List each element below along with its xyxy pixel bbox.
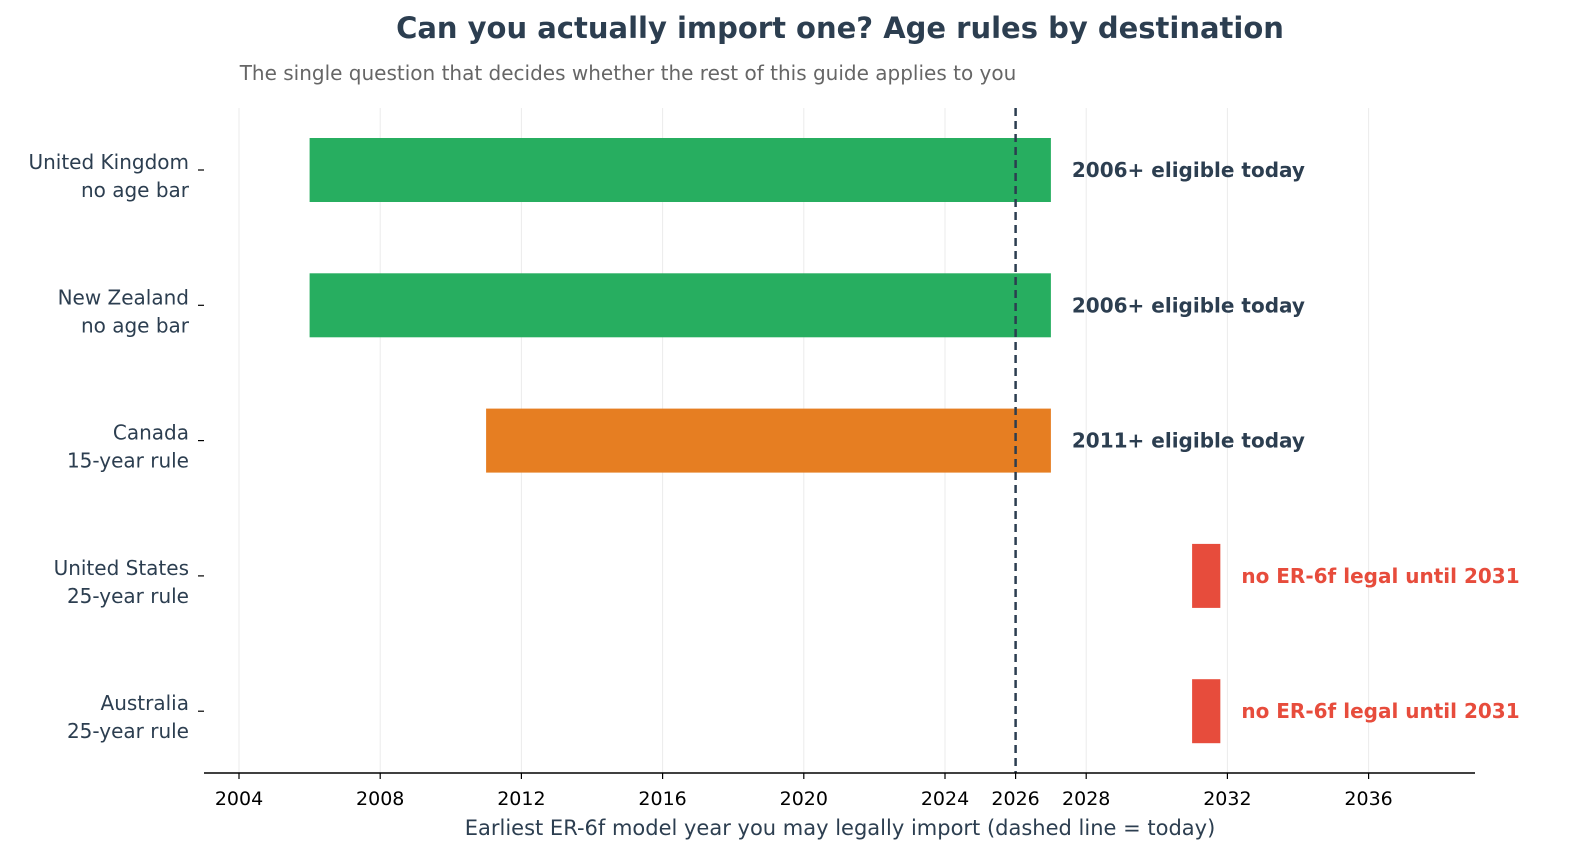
bar-annotation: 2011+ eligible today [1072, 429, 1305, 453]
bar-new-zealand [309, 273, 1051, 338]
x-tick-label: 2032 [1203, 788, 1251, 810]
bars [309, 138, 1221, 744]
bar-annotation: 2006+ eligible today [1072, 158, 1305, 182]
rule-label: 25-year rule [67, 584, 189, 608]
x-tick-label: 2008 [356, 788, 404, 810]
bar-annotations: 2006+ eligible today 2006+ eligible today… [1072, 158, 1520, 723]
bar-annotation: no ER-6f legal until 2031 [1241, 699, 1519, 723]
x-tick-label: 2036 [1344, 788, 1392, 810]
bar-annotation: 2006+ eligible today [1072, 293, 1305, 317]
rule-label: no age bar [81, 178, 190, 202]
country-label: Canada [113, 421, 189, 445]
x-tick-label: 2024 [921, 788, 969, 810]
rule-label: 25-year rule [67, 719, 189, 743]
bar-canada [486, 408, 1051, 473]
bar-australia [1192, 679, 1221, 744]
rule-label: 15-year rule [67, 449, 189, 473]
bar-annotation: no ER-6f legal until 2031 [1241, 564, 1519, 588]
x-tick-label: 2028 [1062, 788, 1110, 810]
country-label: New Zealand [58, 285, 189, 309]
category-labels: United Kingdom no age bar New Zealand no ag… [28, 150, 204, 743]
x-axis-label: Earliest ER-6f model year you may legall… [465, 816, 1216, 840]
bar-united-states [1192, 543, 1221, 608]
x-tick-label: 2016 [638, 788, 686, 810]
x-axis: 2004 2008 2012 2016 2020 2024 2026 2028 2032 2036 [204, 772, 1475, 810]
chart-subtitle: The single question that decides whether… [239, 61, 1017, 85]
x-tick-label: 2026 [991, 788, 1039, 810]
x-tick-label: 2004 [215, 788, 263, 810]
country-label: United Kingdom [28, 150, 189, 174]
country-label: United States [54, 556, 189, 580]
bar-united-kingdom [309, 138, 1051, 202]
country-label: Australia [101, 691, 189, 715]
x-tick-label: 2020 [780, 788, 828, 810]
chart-title: Can you actually import one? Age rules b… [396, 11, 1284, 45]
rule-label: no age bar [81, 313, 190, 337]
x-tick-label: 2012 [497, 788, 545, 810]
